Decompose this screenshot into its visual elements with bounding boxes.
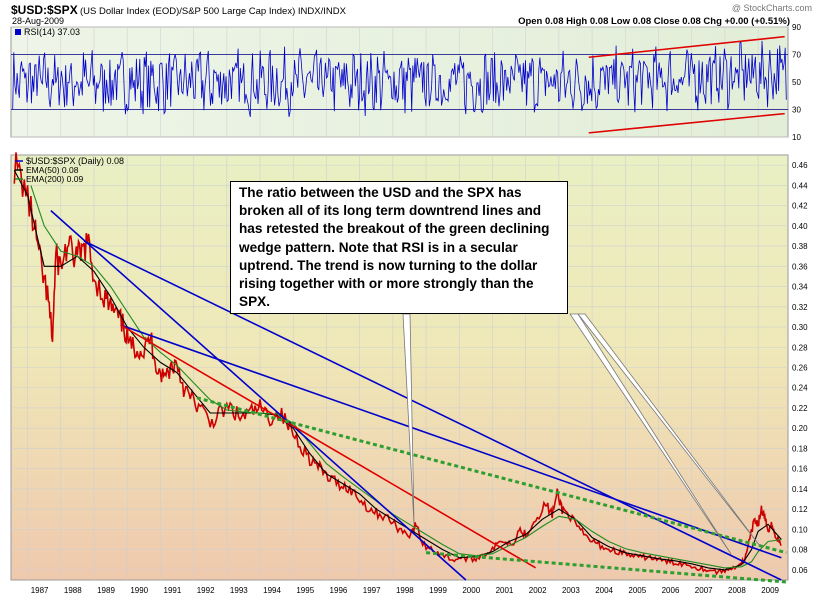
ema200-line xyxy=(30,185,782,569)
rsi-line xyxy=(12,40,787,117)
trendline-1 xyxy=(50,210,467,581)
x-tick-label: 1996 xyxy=(330,586,348,595)
rsi-y-tick-label: 30 xyxy=(792,106,801,115)
x-tick-label: 2000 xyxy=(462,586,480,595)
rsi-channel-lower xyxy=(588,112,785,134)
trendline-6 xyxy=(425,551,787,584)
x-tick-label: 1993 xyxy=(230,586,248,595)
x-tick-label: 2002 xyxy=(529,586,547,595)
y-tick-label: 0.32 xyxy=(792,303,808,312)
price-line xyxy=(13,152,782,576)
x-tick-label: 1987 xyxy=(31,586,49,595)
callout-pointer-2 xyxy=(569,313,732,555)
y-tick-label: 0.10 xyxy=(792,525,808,534)
x-tick-label: 2004 xyxy=(595,586,613,595)
rsi-y-tick-label: 50 xyxy=(792,78,801,87)
chart-description: (US Dollar Index (EOD)/S&P 500 Large Cap… xyxy=(80,6,347,17)
y-tick-label: 0.18 xyxy=(792,444,808,453)
x-tick-label: 1999 xyxy=(429,586,447,595)
trendline-4 xyxy=(120,324,537,569)
x-tick-label: 1988 xyxy=(64,586,82,595)
y-tick-label: 0.40 xyxy=(792,222,808,231)
main-y-ticks: 0.46 0.44 0.42 0.40 0.38 0.36 0.34 0.32 0.30 0.28… xyxy=(792,161,808,575)
x-tick-label: 2006 xyxy=(662,586,680,595)
rsi-y-tick-label: 90 xyxy=(792,23,801,32)
callout-pointer-3 xyxy=(577,313,761,547)
x-tick-label: 2008 xyxy=(728,586,746,595)
x-axis-ticks: 1987 1988 1989 1990 1991 1992 1993 1994 1995 1996… xyxy=(31,586,780,595)
y-tick-label: 0.46 xyxy=(792,161,808,170)
y-tick-label: 0.14 xyxy=(792,485,808,494)
y-tick-label: 0.06 xyxy=(792,566,808,575)
x-tick-label: 2009 xyxy=(761,586,779,595)
trendline-2 xyxy=(83,240,782,581)
x-tick-label: 2007 xyxy=(695,586,713,595)
y-tick-label: 0.34 xyxy=(792,283,808,292)
trendlines xyxy=(50,210,787,584)
y-tick-label: 0.30 xyxy=(792,323,808,332)
trendline-5 xyxy=(196,396,787,555)
y-tick-label: 0.28 xyxy=(792,343,808,352)
x-tick-label: 1990 xyxy=(130,586,148,595)
rsi-legend: RSI(14) 37.03 xyxy=(15,27,80,37)
y-tick-label: 0.20 xyxy=(792,424,808,433)
y-tick-label: 0.08 xyxy=(792,546,808,555)
x-tick-label: 1998 xyxy=(396,586,414,595)
x-tick-label: 1997 xyxy=(363,586,381,595)
x-tick-label: 1994 xyxy=(263,586,281,595)
rsi-legend-swatch xyxy=(15,29,21,35)
legend-ema50: EMA(50) 0.08 xyxy=(26,165,79,175)
rsi-legend-label: RSI(14) 37.03 xyxy=(24,27,80,37)
legend-price: $USD:$SPX (Daily) 0.08 xyxy=(26,156,124,166)
rsi-y-tick-label: 10 xyxy=(792,133,801,142)
chart-date: 28-Aug-2009 xyxy=(12,16,64,26)
rsi-y-ticks: 90 70 50 30 10 xyxy=(792,23,801,142)
chart-symbol: $USD:$SPX xyxy=(11,3,78,17)
x-tick-label: 2001 xyxy=(496,586,514,595)
y-tick-label: 0.42 xyxy=(792,202,808,211)
y-tick-label: 0.16 xyxy=(792,465,808,474)
y-tick-label: 0.38 xyxy=(792,242,808,251)
callout-pointer-1 xyxy=(402,313,415,525)
x-tick-label: 1989 xyxy=(97,586,115,595)
legend-ema200: EMA(200) 0.09 xyxy=(26,174,83,184)
y-tick-label: 0.12 xyxy=(792,505,808,514)
x-tick-label: 2003 xyxy=(562,586,580,595)
y-tick-label: 0.24 xyxy=(792,384,808,393)
stockcharts-watermark: @ StockCharts.com xyxy=(732,3,812,13)
annotation-callout: The ratio between the USD and the SPX ha… xyxy=(230,181,568,314)
rsi-trend-channel xyxy=(588,35,785,134)
y-tick-label: 0.26 xyxy=(792,364,808,373)
x-tick-label: 1995 xyxy=(296,586,314,595)
callout-pointers xyxy=(402,313,761,555)
rsi-reference-lines xyxy=(11,54,788,110)
x-tick-label: 2005 xyxy=(628,586,646,595)
trendline-3 xyxy=(120,324,782,559)
y-tick-label: 0.36 xyxy=(792,262,808,271)
x-tick-label: 1992 xyxy=(197,586,215,595)
y-tick-label: 0.22 xyxy=(792,404,808,413)
annotation-text: The ratio between the USD and the SPX ha… xyxy=(239,185,550,310)
rsi-channel-upper xyxy=(588,35,785,59)
rsi-y-tick-label: 70 xyxy=(792,51,801,60)
main-legend: $USD:$SPX (Daily) 0.08 EMA(50) 0.08 EMA(… xyxy=(15,156,124,184)
ohlc-readout: Open 0.08 High 0.08 Low 0.08 Close 0.08 … xyxy=(518,16,790,27)
y-tick-label: 0.44 xyxy=(792,181,808,190)
x-tick-label: 1991 xyxy=(164,586,182,595)
